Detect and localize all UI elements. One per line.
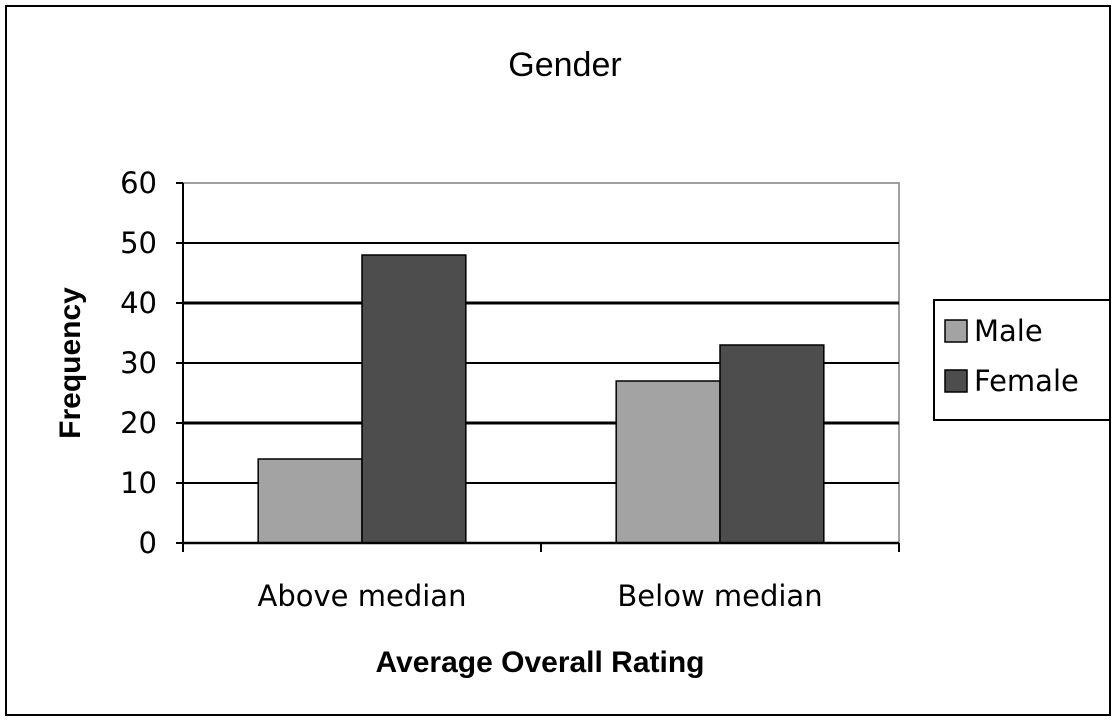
gridlines [183,242,899,484]
y-axis-title: Frequency [54,287,87,439]
x-tick-label-2: Below median [617,579,822,613]
chart-title: Gender [508,46,621,84]
y-tick-label-40: 40 [120,286,157,320]
legend-label-male: Male [974,314,1043,348]
legend: Male Female [933,299,1111,421]
bar-male-2 [615,380,721,544]
bar-male-1 [257,458,363,544]
x-tick-label-1: Above median [258,579,467,613]
y-tick-label-20: 20 [120,406,157,440]
legend-swatch-female [944,369,968,393]
tick-labels: 0 10 20 30 40 50 60 Above median Below median [120,166,823,613]
y-tick-label-60: 60 [120,166,157,200]
legend-swatch-male [944,319,968,343]
y-tick-label-30: 30 [120,346,157,380]
y-tick-label-10: 10 [120,466,157,500]
y-tick-label-50: 50 [120,226,157,260]
bar-female-2 [719,344,825,544]
bar-female-1 [361,254,467,544]
legend-label-female: Female [974,364,1079,398]
x-axis-title: Average Overall Rating [375,646,704,679]
axes [176,182,900,552]
y-tick-label-0: 0 [139,526,157,560]
bars [257,254,825,544]
